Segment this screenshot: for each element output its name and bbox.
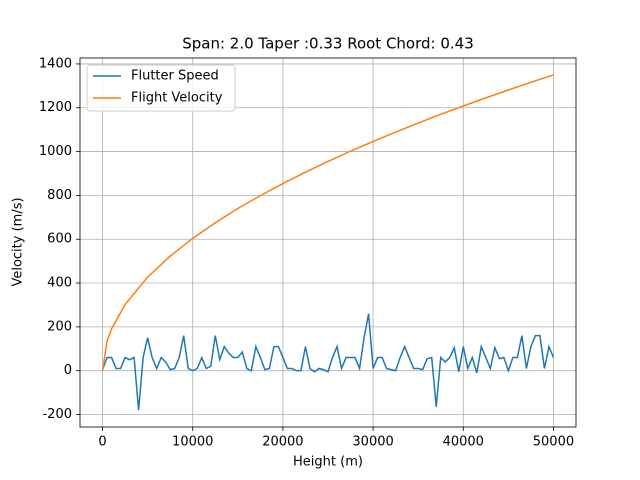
y-tick-label: 1000 xyxy=(39,144,72,159)
y-tick-label: -200 xyxy=(42,407,72,422)
chart-title: Span: 2.0 Taper :0.33 Root Chord: 0.43 xyxy=(182,35,474,53)
y-axis-label: Velocity (m/s) xyxy=(11,197,26,286)
line xyxy=(101,74,554,371)
x-tick-label: 10000 xyxy=(172,435,213,450)
x-axis-label: Height (m) xyxy=(293,455,363,470)
x-tick-label: 30000 xyxy=(352,435,393,450)
y-tick-label: 1200 xyxy=(39,100,72,115)
legend-box xyxy=(86,64,236,112)
y-tick-label: 600 xyxy=(47,232,72,247)
line xyxy=(101,313,555,411)
y-tick-label: 1400 xyxy=(39,56,72,71)
x-tick-label: 20000 xyxy=(262,435,303,450)
y-tick-label: 200 xyxy=(47,319,72,334)
x-tick-label: 40000 xyxy=(443,435,484,450)
axes-frame xyxy=(79,57,577,428)
legend-label: Flight Velocity xyxy=(131,91,223,106)
y-tick-label: 400 xyxy=(47,276,72,291)
y-tick-label: 0 xyxy=(64,363,72,378)
x-tick-label: 0 xyxy=(98,435,106,450)
y-tick-label: 800 xyxy=(47,188,72,203)
legend-label: Flutter Speed xyxy=(131,69,219,84)
x-tick-label: 50000 xyxy=(533,435,574,450)
